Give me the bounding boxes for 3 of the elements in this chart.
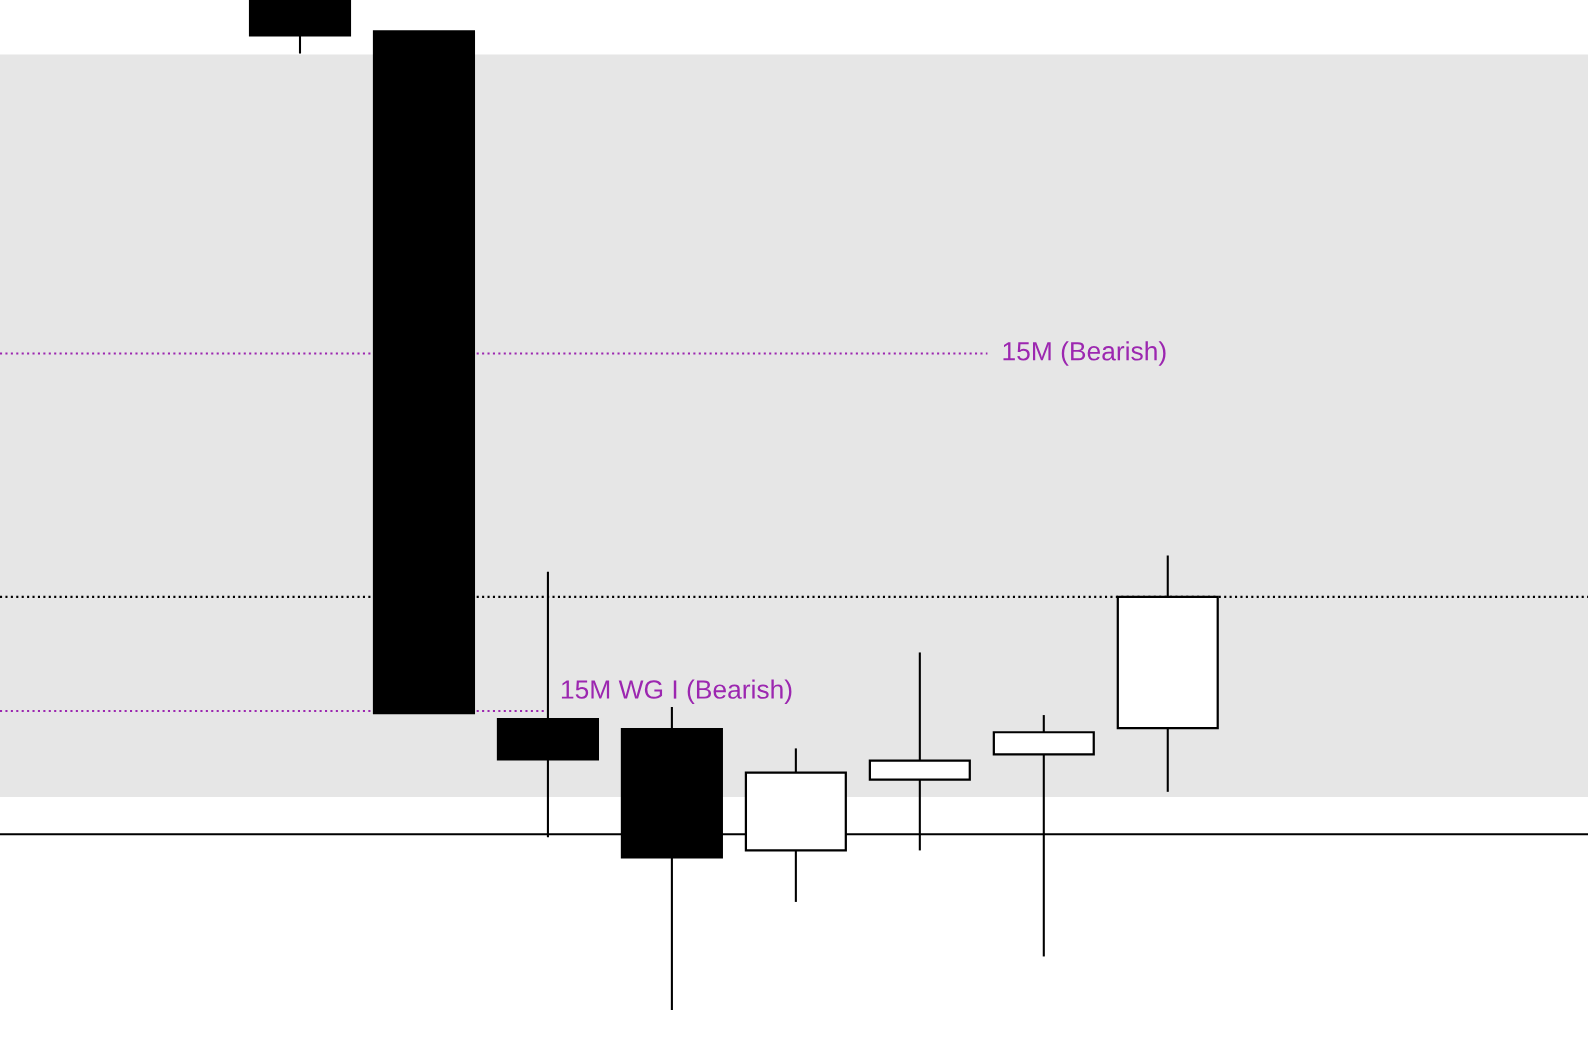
candlestick (372, 30, 476, 715)
ref-line-label: 15M WG I (Bearish) (561, 679, 792, 705)
ref-line-label: 15M (Bearish) (1003, 341, 1166, 366)
